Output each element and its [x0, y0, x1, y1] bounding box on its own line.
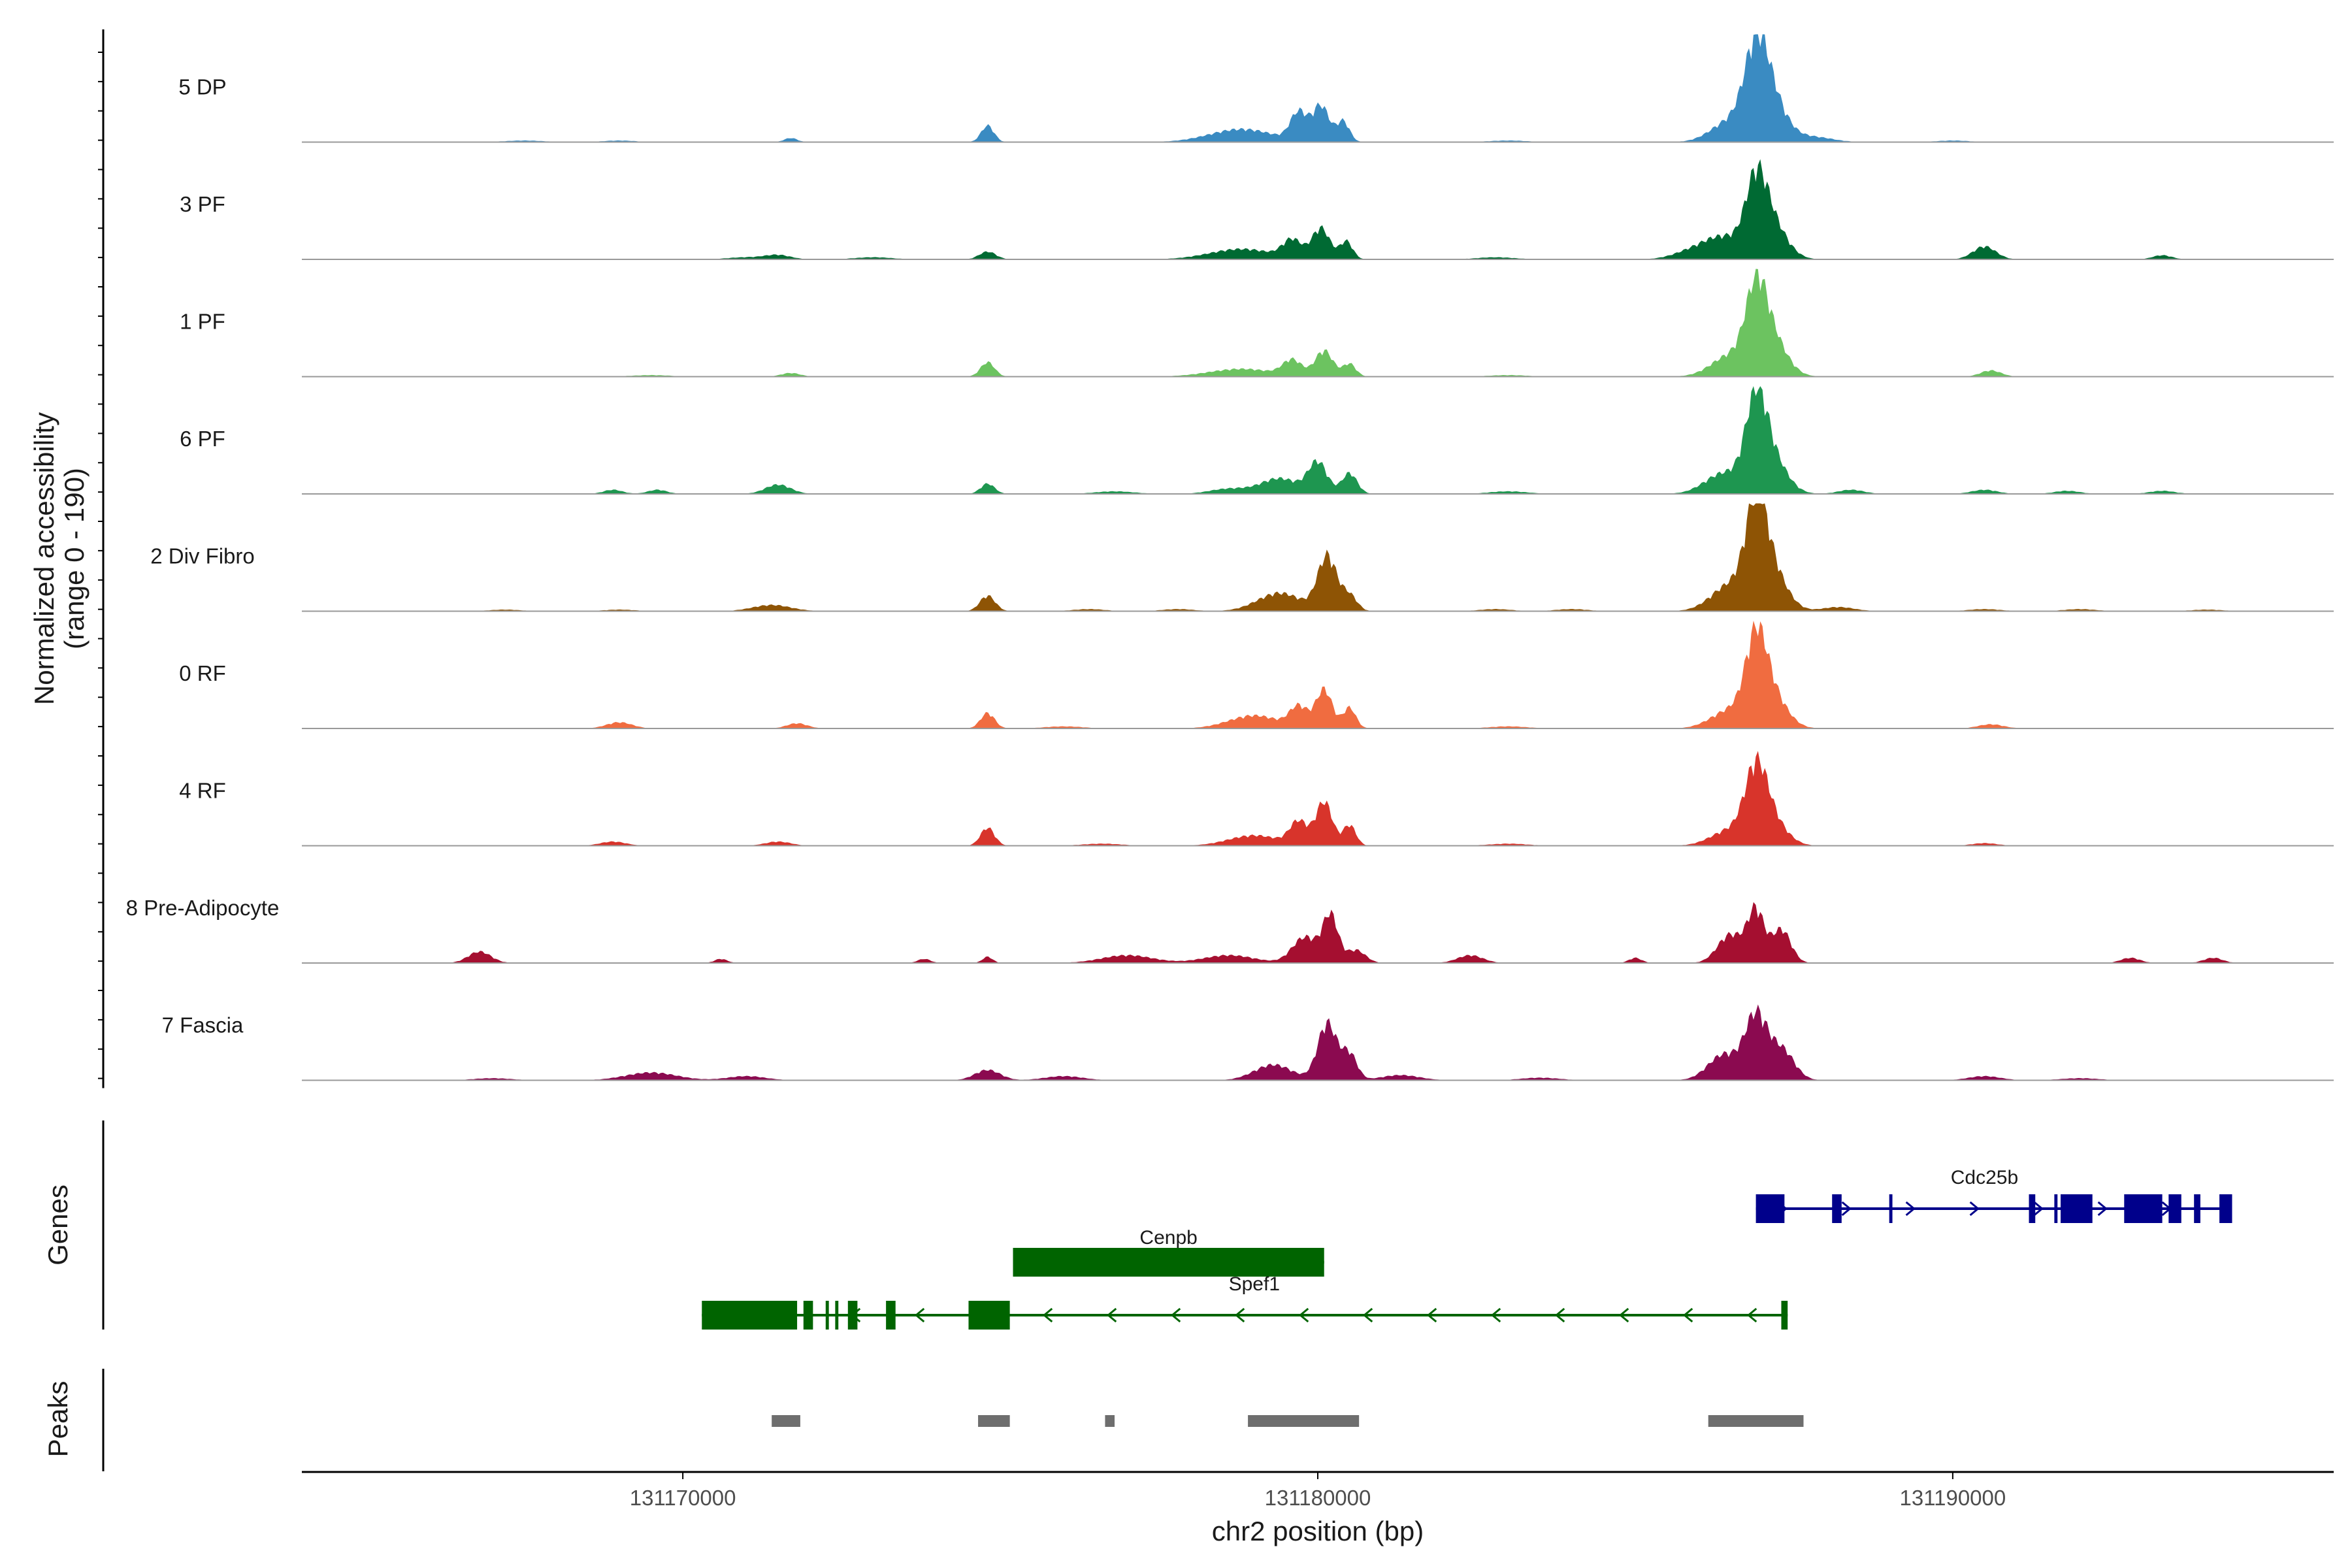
exon-spef1 — [847, 1301, 858, 1330]
strand-chevron — [914, 1307, 925, 1323]
track-label-7-fascia: 7 Fascia — [162, 1013, 244, 1037]
exon-spef1 — [886, 1301, 896, 1330]
exon-spef1 — [803, 1301, 813, 1330]
strand-chevron — [1042, 1307, 1053, 1323]
gene-label-cenpb: Cenpb — [1139, 1227, 1197, 1249]
exon-spef1 — [968, 1301, 1010, 1330]
strand-chevron — [2033, 1201, 2044, 1217]
coverage-area-3-pf — [302, 159, 2334, 259]
strand-chevron — [2097, 1201, 2108, 1217]
strand-chevron — [1106, 1307, 1117, 1323]
peaks-panel-title: Peaks — [42, 1381, 73, 1458]
strand-chevron — [1746, 1307, 1757, 1323]
x-tick-label: 131170000 — [630, 1486, 736, 1510]
exon-cenpb — [1013, 1248, 1324, 1277]
track-label-2-div-fibro: 2 Div Fibro — [150, 544, 255, 568]
strand-chevron — [1841, 1201, 1852, 1217]
gene-spef1: Spef1 — [702, 1273, 1788, 1330]
track-5-dp: 5 DP — [178, 34, 2334, 143]
gene-cdc25b: Cdc25b — [1756, 1167, 2232, 1223]
strand-chevron — [1170, 1307, 1181, 1323]
coverage-area-8-pre-adipocyte — [302, 902, 2334, 963]
gene-label-cdc25b: Cdc25b — [1951, 1167, 2018, 1188]
coverage-area-5-dp — [302, 34, 2334, 142]
coverage-tracks: 5 DP 3 PF 1 PF 6 PF 2 Div Fibro 0 RF 4 RF 8 Pre… — [126, 34, 2334, 1081]
exon-cdc25b — [1832, 1194, 1842, 1223]
strand-chevron — [1362, 1307, 1373, 1323]
exon-spef1 — [1781, 1301, 1788, 1330]
track-3-pf: 3 PF — [180, 159, 2334, 260]
gene-annotations: Cdc25b Cenpb Spef1 — [702, 1167, 2232, 1330]
track-4-rf: 4 RF — [179, 751, 2334, 847]
track-label-3-pf: 3 PF — [180, 192, 225, 216]
genes-panel-title: Genes — [42, 1184, 73, 1266]
exon-cdc25b — [2054, 1194, 2058, 1223]
coverage-area-4-rf — [302, 751, 2334, 846]
exon-cdc25b — [2219, 1194, 2232, 1223]
exon-cdc25b — [2194, 1194, 2200, 1223]
strand-chevron — [1682, 1307, 1693, 1323]
exon-cdc25b — [1889, 1194, 1893, 1223]
track-label-6-pf: 6 PF — [180, 427, 225, 451]
exon-spef1 — [825, 1301, 829, 1330]
strand-chevron — [1490, 1307, 1501, 1323]
track-0-rf: 0 RF — [179, 621, 2334, 729]
exon-spef1 — [702, 1301, 798, 1330]
peak-region — [1105, 1415, 1115, 1427]
coverage-area-1-pf — [302, 269, 2334, 377]
coverage-area-6-pf — [302, 386, 2334, 494]
peak-region — [978, 1415, 1010, 1427]
coverage-area-0-rf — [302, 621, 2334, 728]
track-label-5-dp: 5 DP — [178, 75, 226, 99]
track-label-1-pf: 1 PF — [180, 310, 225, 334]
peak-region — [772, 1415, 800, 1427]
coverage-area-7-fascia — [302, 1004, 2334, 1081]
y-axis-title-line2: (range 0 - 190) — [59, 468, 90, 649]
track-6-pf: 6 PF — [180, 386, 2334, 495]
exon-cdc25b — [2168, 1194, 2181, 1223]
track-8-pre-adipocyte: 8 Pre-Adipocyte — [126, 896, 2334, 964]
exon-cdc25b — [1756, 1194, 1785, 1223]
x-tick-label: 131180000 — [1265, 1486, 1371, 1510]
x-tick-label: 131190000 — [1900, 1486, 2006, 1510]
gene-label-spef1: Spef1 — [1229, 1273, 1280, 1295]
peak-region — [1708, 1415, 1804, 1427]
exon-cdc25b — [2061, 1194, 2093, 1223]
strand-chevron — [1234, 1307, 1245, 1323]
x-axis-title: chr2 position (bp) — [1212, 1516, 1424, 1546]
strand-chevron — [1618, 1307, 1629, 1323]
strand-chevron — [1298, 1307, 1309, 1323]
coverage-y-axis — [98, 29, 105, 1088]
strand-chevron — [1426, 1307, 1437, 1323]
strand-chevron — [1969, 1201, 1980, 1217]
exon-cdc25b — [2124, 1194, 2163, 1223]
gene-cenpb: Cenpb — [1013, 1227, 1324, 1277]
coverage-area-2-div-fibro — [302, 503, 2334, 612]
track-label-0-rf: 0 RF — [179, 661, 226, 685]
exon-cdc25b — [2029, 1194, 2036, 1223]
strand-chevron — [1554, 1307, 1565, 1323]
track-label-8-pre-adipocyte: 8 Pre-Adipocyte — [126, 896, 280, 920]
track-2-div-fibro: 2 Div Fibro — [150, 503, 2334, 612]
exon-spef1 — [835, 1301, 839, 1330]
y-axis-title-line1: Normalized accessibility — [29, 412, 59, 705]
x-axis-ticks: 131170000 131180000 131190000 — [630, 1472, 2006, 1510]
strand-chevron — [1905, 1201, 1916, 1217]
peak-regions — [772, 1415, 1804, 1427]
track-7-fascia: 7 Fascia — [162, 1004, 2334, 1081]
track-label-4-rf: 4 RF — [179, 779, 226, 803]
track-1-pf: 1 PF — [180, 269, 2334, 378]
peak-region — [1248, 1415, 1360, 1427]
